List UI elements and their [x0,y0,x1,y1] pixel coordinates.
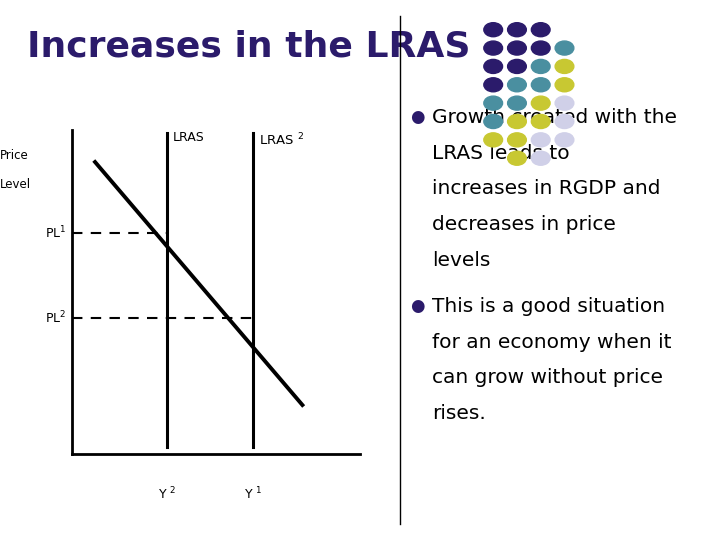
Text: LRAS: LRAS [173,131,204,144]
Text: Price: Price [0,149,29,162]
Text: for an economy when it: for an economy when it [432,333,672,352]
Text: rises.: rises. [432,404,486,423]
Text: decreases in price: decreases in price [432,215,616,234]
Text: LRAS $^2$: LRAS $^2$ [259,131,305,148]
Text: Y $^1$: Y $^1$ [244,486,263,503]
Text: LRAS leads to: LRAS leads to [432,144,570,163]
Text: levels: levels [432,251,490,269]
Text: ●: ● [410,297,425,315]
Text: increases in RGDP and: increases in RGDP and [432,179,660,198]
Text: Y $^2$: Y $^2$ [158,486,176,503]
Text: Growth created with the: Growth created with the [432,108,677,127]
Text: ●: ● [410,108,425,126]
Text: PL$^1$: PL$^1$ [45,225,66,241]
Text: PL$^2$: PL$^2$ [45,309,66,326]
Text: Increases in the LRAS: Increases in the LRAS [27,30,471,64]
Text: This is a good situation: This is a good situation [432,297,665,316]
Text: Level: Level [0,178,31,191]
Text: can grow without price: can grow without price [432,368,663,387]
